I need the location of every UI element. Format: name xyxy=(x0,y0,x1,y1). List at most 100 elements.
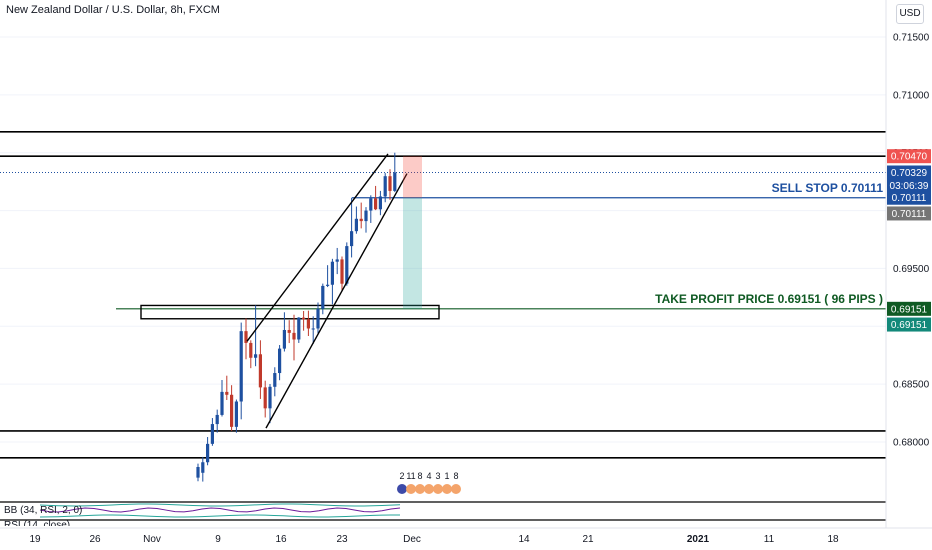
price-tag-label: 03:06:39 xyxy=(890,181,929,192)
time-axis-tick: 2021 xyxy=(687,534,710,545)
event-markers[interactable]: 2 11 8 4 3 1 8 xyxy=(397,471,461,494)
channel-lower xyxy=(265,173,408,429)
candle-body xyxy=(254,354,258,358)
candle-body xyxy=(278,348,282,374)
candle-body xyxy=(330,261,334,285)
time-axis-tick: Dec xyxy=(403,534,421,545)
horizontal-levels xyxy=(0,130,886,459)
candle-body xyxy=(297,317,301,340)
price-tag xyxy=(887,317,931,332)
event-marker-label: 3 xyxy=(435,471,440,481)
candle-body xyxy=(292,332,296,340)
profit-zone xyxy=(403,197,422,309)
candle-body xyxy=(220,391,224,415)
candle-body xyxy=(306,319,310,329)
price-tag xyxy=(887,149,931,164)
candles xyxy=(196,152,397,482)
event-marker-icon xyxy=(397,484,407,494)
sell-stop-label: SELL STOP 0.70111 xyxy=(772,181,884,195)
candle-body xyxy=(206,443,210,463)
price-tag-label: 0.70111 xyxy=(892,193,927,204)
channel-lines xyxy=(246,153,408,429)
price-tag-label: 0.70329 xyxy=(891,168,928,179)
price-axis-tick: 0.71000 xyxy=(893,90,930,101)
time-axis-tick: 21 xyxy=(582,534,594,545)
candle-body xyxy=(311,328,315,330)
zones xyxy=(140,304,440,320)
candle-body xyxy=(316,308,320,329)
price-tag xyxy=(887,301,931,316)
candle-body xyxy=(215,414,219,425)
price-axis-tick: 0.69500 xyxy=(893,264,930,275)
channel-upper xyxy=(246,153,389,342)
currency-button[interactable]: USD xyxy=(896,4,924,24)
candle-body xyxy=(258,354,262,388)
candle-body xyxy=(230,394,234,427)
candle-body xyxy=(249,342,253,358)
event-marker-label: 1 xyxy=(444,471,449,481)
time-axis-tick: Nov xyxy=(143,534,161,545)
gridlines xyxy=(0,36,886,443)
candle-body xyxy=(350,231,354,247)
annotation-sell-stop: SELL STOP 0.70111 xyxy=(772,181,884,195)
candle-body xyxy=(369,198,373,211)
price-axis-tick: 0.68500 xyxy=(893,380,930,391)
event-marker-label: 8 xyxy=(453,471,458,481)
price-tag-label: 0.70111 xyxy=(892,209,927,220)
event-marker-label: 4 xyxy=(426,471,431,481)
time-axis-tick: 16 xyxy=(275,534,287,545)
candle-body xyxy=(326,284,330,286)
candle-body xyxy=(302,317,306,320)
rsi-indicator-label[interactable]: RSI (14, close) xyxy=(4,520,71,526)
time-axis-tick: 19 xyxy=(29,534,41,545)
event-marker-label: 2 xyxy=(399,471,404,481)
candle-body xyxy=(287,329,291,333)
price-tag xyxy=(887,190,931,205)
price-tag xyxy=(887,165,931,180)
candle-body xyxy=(388,176,392,191)
price-tag xyxy=(887,206,931,221)
stop-loss-zone xyxy=(403,156,422,198)
price-tag-label: 0.69151 xyxy=(891,304,928,315)
time-axis-tick: 26 xyxy=(89,534,101,545)
candle-body xyxy=(282,329,286,349)
candle-body xyxy=(201,462,205,473)
candle-body xyxy=(393,172,397,191)
candle-body xyxy=(335,259,339,262)
candle-body xyxy=(359,218,363,222)
candle-body xyxy=(273,373,277,387)
event-marker-label: 11 xyxy=(406,471,415,481)
annotation-take-profit: TAKE PROFIT PRICE 0.69151 ( 96 PIPS ) xyxy=(655,292,883,306)
price-axis-tick: 0.68000 xyxy=(893,438,930,449)
candle-body xyxy=(383,176,387,197)
price-tag-label: 0.69151 xyxy=(891,320,928,331)
candle-body xyxy=(374,198,378,210)
time-axis-tick: 11 xyxy=(764,534,775,545)
chart-title: New Zealand Dollar / U.S. Dollar, 8h, FX… xyxy=(6,4,220,16)
price-tag xyxy=(887,178,931,193)
candle-body xyxy=(340,259,344,284)
support-zone xyxy=(140,304,440,320)
price-tag-label: 0.70470 xyxy=(891,152,928,163)
candle-body xyxy=(239,331,243,402)
candle-body xyxy=(354,218,358,232)
price-axis-tick: 0.71500 xyxy=(893,33,930,44)
price-tags: 0.704700.7032903:06:390.701110.701110.69… xyxy=(887,149,931,332)
time-axis[interactable]: 19 26 Nov 9 16 23 Dec 14 21 2021 11 18 xyxy=(0,527,932,545)
bb-lower-line xyxy=(39,514,401,518)
rsi-line xyxy=(39,507,401,513)
candle-body xyxy=(234,401,238,427)
bb-indicator-label[interactable]: BB (34, RSI, 2, 0) xyxy=(4,505,83,516)
time-axis-tick: 14 xyxy=(518,534,530,545)
time-axis-tick: 18 xyxy=(827,534,839,545)
candle-body xyxy=(268,386,272,409)
candle-body xyxy=(321,285,325,309)
candle-body xyxy=(378,196,382,210)
candle-body xyxy=(210,424,214,444)
event-marker-icon xyxy=(415,484,425,494)
candle-body xyxy=(244,331,248,343)
event-marker-label: 8 xyxy=(417,471,422,481)
candle-body xyxy=(263,387,267,409)
